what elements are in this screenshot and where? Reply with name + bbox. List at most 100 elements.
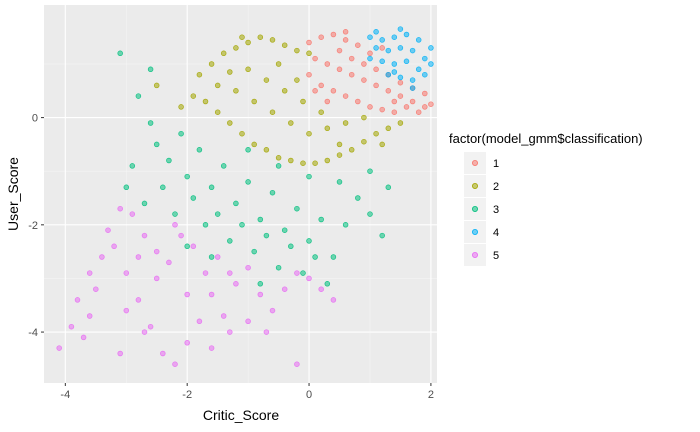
- point-s5-2: [80, 334, 87, 341]
- point-s3-37: [300, 270, 306, 276]
- point-s3-43: [336, 179, 343, 185]
- point-s4-2: [391, 34, 398, 40]
- point-s1-18: [342, 93, 349, 99]
- point-s2-32: [288, 120, 294, 126]
- point-s5-9: [147, 323, 154, 330]
- point-s1-9: [348, 71, 355, 78]
- point-s3-21: [355, 195, 361, 201]
- x-tick-label-2: 0: [306, 389, 312, 401]
- point-s2-2: [220, 50, 227, 57]
- point-s1-1: [318, 34, 324, 40]
- point-s2-42: [275, 61, 282, 67]
- point-s4-18: [409, 77, 416, 83]
- point-s2-40: [318, 109, 324, 115]
- point-s2-27: [397, 120, 404, 126]
- point-s1-15: [422, 104, 428, 110]
- point-s1-31: [428, 101, 434, 107]
- point-s1-39: [342, 29, 349, 35]
- data-points: [56, 26, 434, 367]
- point-s5-33: [202, 270, 209, 276]
- point-s5-6: [111, 243, 117, 250]
- point-s1-30: [422, 90, 428, 97]
- legend-label-3: 3: [493, 204, 499, 216]
- point-s5-8: [135, 297, 142, 303]
- point-s1-19: [355, 98, 361, 105]
- point-s5-10: [160, 350, 166, 357]
- legend-key-5: [471, 251, 478, 258]
- point-s1-21: [379, 106, 385, 113]
- point-s3-26: [160, 184, 166, 191]
- point-s3-31: [227, 238, 233, 244]
- point-s3-11: [233, 200, 239, 207]
- point-s2-11: [202, 98, 209, 105]
- point-s5-47: [135, 254, 142, 260]
- point-s4-12: [379, 58, 385, 65]
- point-s4-1: [379, 37, 385, 43]
- point-s2-17: [275, 155, 282, 161]
- point-s5-5: [99, 254, 105, 260]
- point-s5-27: [129, 211, 136, 217]
- point-s1-33: [415, 109, 422, 115]
- point-s4-4: [415, 37, 422, 43]
- point-s3-18: [318, 216, 324, 223]
- point-s2-0: [196, 71, 203, 78]
- point-s2-18: [288, 157, 294, 164]
- legend-label-2: 2: [493, 181, 499, 193]
- point-s5-35: [227, 270, 233, 276]
- point-s2-5: [257, 34, 264, 40]
- point-s5-41: [227, 329, 233, 335]
- point-s5-39: [74, 297, 81, 303]
- point-s1-5: [367, 50, 373, 57]
- point-s3-24: [123, 184, 130, 191]
- point-s2-1: [208, 61, 215, 67]
- point-s3-8: [196, 147, 203, 153]
- legend: factor(model_gmm$classification) 1 2 3 4 5: [449, 131, 643, 266]
- point-s2-34: [324, 125, 331, 132]
- point-s5-22: [306, 275, 312, 282]
- point-s3-17: [306, 238, 312, 244]
- point-s3-28: [190, 195, 197, 201]
- series-5: [56, 205, 337, 367]
- point-s3-34: [263, 232, 270, 239]
- point-s3-35: [275, 264, 282, 271]
- point-s5-26: [117, 205, 123, 212]
- point-s4-24: [391, 69, 398, 75]
- legend-key-2: [471, 182, 478, 189]
- point-s3-47: [257, 281, 264, 287]
- point-s2-46: [153, 82, 160, 89]
- point-s5-18: [257, 291, 264, 298]
- point-s5-34: [214, 254, 221, 260]
- point-s3-46: [208, 254, 215, 260]
- point-s4-16: [385, 71, 392, 78]
- legend-key-1: [471, 159, 478, 166]
- point-s1-24: [348, 55, 355, 62]
- point-s2-36: [245, 66, 251, 73]
- point-s3-27: [172, 211, 178, 217]
- point-s2-22: [336, 152, 343, 158]
- point-s2-13: [227, 120, 233, 126]
- point-s2-14: [239, 130, 245, 137]
- point-s1-25: [361, 61, 367, 67]
- point-s3-3: [129, 163, 136, 169]
- point-s3-42: [306, 173, 312, 180]
- y-axis-ticks: -4 -2 0: [28, 113, 44, 339]
- point-s3-38: [312, 254, 318, 260]
- y-axis-title: User_Score: [5, 157, 21, 231]
- point-s5-11: [172, 361, 178, 367]
- point-s2-23: [348, 147, 355, 153]
- point-s3-6: [178, 130, 184, 137]
- panel-background: [44, 5, 437, 383]
- point-s3-39: [324, 281, 331, 287]
- point-s3-10: [220, 163, 227, 169]
- point-s1-7: [324, 61, 331, 67]
- point-s3-41: [275, 163, 282, 169]
- point-s2-8: [294, 47, 300, 54]
- point-s3-2: [147, 120, 154, 126]
- point-s2-24: [361, 138, 367, 145]
- point-s4-5: [428, 45, 434, 51]
- point-s3-30: [214, 211, 221, 217]
- point-s2-49: [336, 141, 343, 148]
- point-s1-17: [330, 88, 337, 94]
- point-s2-6: [269, 37, 276, 43]
